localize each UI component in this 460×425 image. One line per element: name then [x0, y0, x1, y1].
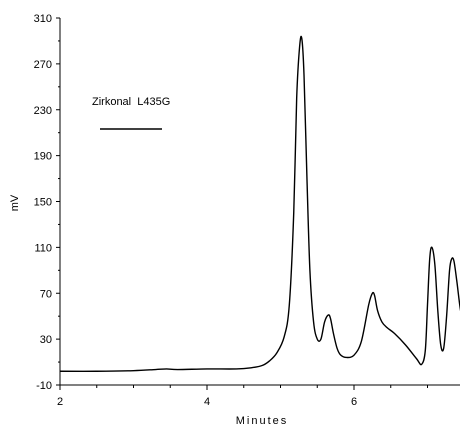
y-tick-label: 30	[40, 334, 52, 346]
y-axis-ticks: -10 30 70 110 150 190 230 270 310	[34, 13, 60, 392]
y-tick-label: 190	[34, 151, 52, 163]
y-tick-label: 310	[34, 13, 52, 25]
y-axis-title: mV	[9, 194, 21, 211]
legend-label: Zirkonal L435G	[92, 96, 170, 108]
series-line-0	[59, 35, 460, 372]
y-tick-label: 70	[40, 288, 52, 300]
series-layer	[59, 35, 460, 372]
x-tick-label: 6	[351, 396, 357, 408]
legend: Zirkonal L435G	[92, 96, 170, 130]
x-axis-title: Minutes	[236, 415, 289, 425]
y-tick-label: 110	[34, 242, 52, 254]
x-tick-label: 2	[57, 396, 63, 408]
y-tick-label: -10	[36, 380, 52, 392]
y-tick-label: 270	[34, 59, 52, 71]
plot-frame	[59, 18, 460, 386]
x-tick-label: 4	[204, 396, 210, 408]
x-axis-ticks: 2 4 6	[57, 385, 428, 408]
y-tick-label: 150	[34, 197, 52, 209]
y-tick-label: 230	[34, 105, 52, 117]
